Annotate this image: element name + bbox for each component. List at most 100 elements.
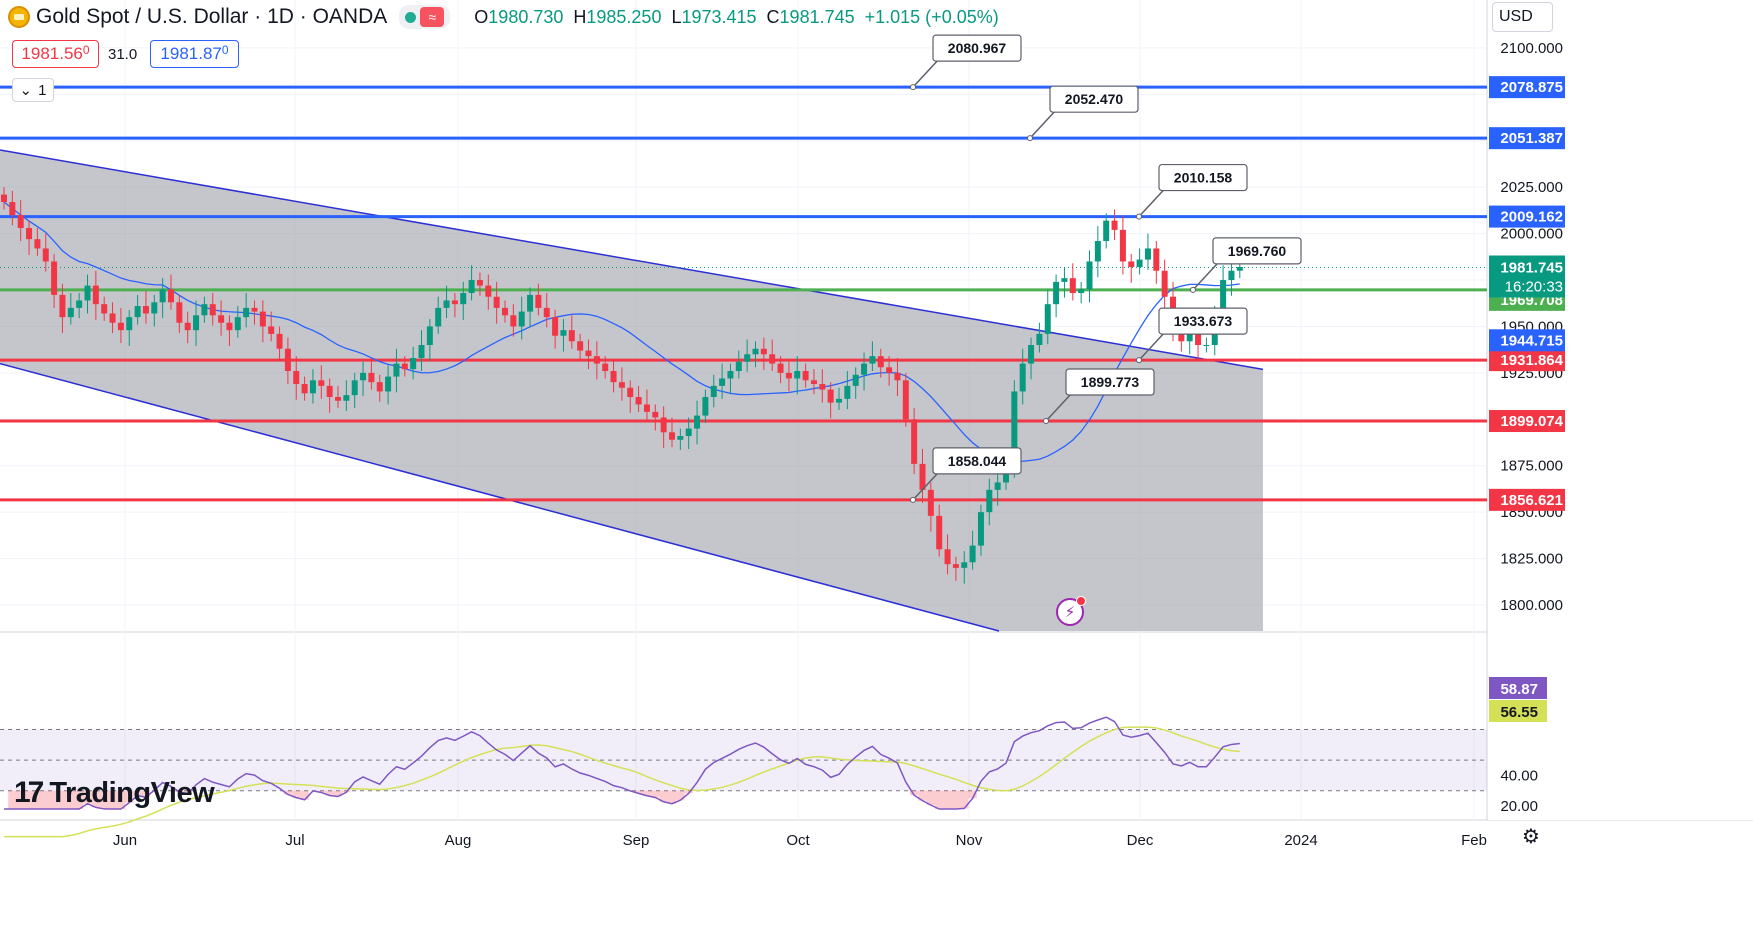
candle-body bbox=[861, 363, 868, 375]
candle bbox=[193, 300, 200, 346]
candle-body bbox=[510, 315, 517, 327]
price-tick-label: 1875.000 bbox=[1500, 458, 1563, 475]
candle-body bbox=[1011, 391, 1018, 468]
candle bbox=[293, 356, 300, 400]
time-tick-label: 2024 bbox=[1284, 832, 1317, 849]
candle bbox=[735, 350, 742, 379]
candle-body bbox=[936, 515, 943, 550]
candle-body bbox=[1103, 220, 1110, 242]
candle bbox=[335, 385, 341, 409]
candle bbox=[126, 309, 133, 346]
candle-body bbox=[343, 395, 350, 401]
currency-select[interactable]: USD bbox=[1492, 2, 1553, 32]
ohlc-close-label: C bbox=[766, 6, 780, 27]
candle-body bbox=[1078, 289, 1085, 294]
candle bbox=[218, 300, 225, 336]
wave-icon: ≈ bbox=[420, 7, 445, 27]
candle-body bbox=[443, 300, 450, 308]
sell-price-small: 0 bbox=[82, 43, 90, 57]
candle bbox=[201, 296, 208, 323]
candle bbox=[961, 551, 968, 584]
candle bbox=[460, 281, 467, 320]
candle-body bbox=[986, 489, 993, 513]
candle bbox=[1161, 259, 1168, 313]
candle-body bbox=[1019, 363, 1026, 392]
candle bbox=[26, 220, 33, 255]
rsi-oversold-fill bbox=[943, 790, 952, 810]
candle-body bbox=[1136, 259, 1143, 268]
buy-price: 1981.87 bbox=[160, 44, 222, 63]
candle-body bbox=[76, 300, 83, 308]
tradingview-logo[interactable]: 17 TradingView bbox=[14, 776, 215, 810]
candle-body bbox=[435, 307, 442, 327]
rsi-oversold-fill bbox=[960, 790, 969, 809]
candle bbox=[1069, 263, 1076, 301]
candle bbox=[952, 556, 959, 581]
candle-body bbox=[752, 348, 759, 355]
candle bbox=[1019, 348, 1026, 405]
sell-button[interactable]: 1981.56 0 bbox=[12, 40, 99, 68]
candle-body bbox=[176, 302, 183, 323]
ma-price-tag: 1944.715 bbox=[1500, 332, 1563, 349]
rsi-oversold-fill bbox=[317, 790, 326, 793]
candle bbox=[518, 296, 525, 340]
candle bbox=[719, 363, 726, 399]
candle-body bbox=[952, 564, 959, 568]
time-tick-label: Dec bbox=[1127, 832, 1154, 849]
candle-body bbox=[643, 404, 650, 412]
symbol-title[interactable]: Gold Spot / U.S. Dollar · 1D · OANDA bbox=[36, 5, 388, 28]
ohlc-high-label: H bbox=[573, 6, 587, 27]
candle bbox=[485, 274, 492, 310]
candle bbox=[360, 361, 367, 397]
candle bbox=[927, 482, 934, 532]
buy-button[interactable]: 1981.87 0 bbox=[150, 40, 239, 68]
candle-body bbox=[669, 432, 675, 440]
candle-body bbox=[777, 363, 784, 373]
candle bbox=[886, 356, 893, 386]
candle bbox=[986, 478, 993, 526]
candle-body bbox=[552, 317, 559, 336]
level-price-tag: 1899.074 bbox=[1500, 413, 1563, 430]
candle bbox=[877, 348, 884, 378]
candle-body bbox=[802, 371, 809, 381]
callout-box bbox=[1049, 85, 1139, 113]
time-axis: Jun Jul Aug Sep Oct Nov Dec 2024 Feb bbox=[113, 832, 1487, 849]
rsi-oversold-fill bbox=[108, 790, 117, 810]
callout-anchor bbox=[1136, 357, 1142, 364]
candle-body bbox=[309, 380, 316, 394]
rsi-oversold-fill bbox=[909, 790, 919, 796]
candle-body bbox=[769, 354, 776, 364]
indicators-toggle-button[interactable]: ⌄ 1 bbox=[12, 78, 54, 102]
callout-pointer bbox=[912, 472, 939, 501]
candle-body bbox=[836, 398, 842, 403]
rsi-oversold-fill bbox=[667, 790, 677, 804]
rsi-value-tag-bg bbox=[1489, 677, 1547, 699]
candle bbox=[184, 311, 191, 344]
candle bbox=[159, 278, 166, 319]
lightning-alert-icon[interactable]: ⚡ bbox=[1056, 596, 1086, 626]
candle-body bbox=[810, 380, 817, 385]
candle-body bbox=[368, 372, 375, 383]
candle-body bbox=[109, 313, 116, 323]
callout-text: 2010.158 bbox=[1174, 170, 1233, 186]
callout-pointer bbox=[1138, 189, 1165, 218]
candle bbox=[109, 302, 116, 333]
candle-body bbox=[593, 356, 600, 364]
candle-body bbox=[502, 307, 508, 316]
candle-body bbox=[276, 333, 283, 349]
callout-pointer bbox=[1192, 262, 1219, 291]
settings-gear-icon[interactable]: ⚙ bbox=[1522, 826, 1540, 848]
candle bbox=[443, 285, 450, 319]
candle bbox=[1203, 337, 1210, 353]
candle-body bbox=[293, 371, 300, 385]
ohlc-open: 1980.730 bbox=[488, 6, 564, 27]
rsi-oversold-fill bbox=[676, 790, 685, 801]
market-status-pill[interactable]: ≈ bbox=[399, 5, 451, 29]
candle bbox=[643, 389, 650, 423]
candle bbox=[67, 293, 74, 325]
candle bbox=[752, 341, 759, 368]
rsi-oversold-fill bbox=[333, 790, 343, 797]
ohlc-readout: O1980.730 H1985.250 L1973.415 C1981.745 … bbox=[474, 7, 998, 28]
candle-body bbox=[9, 202, 16, 216]
